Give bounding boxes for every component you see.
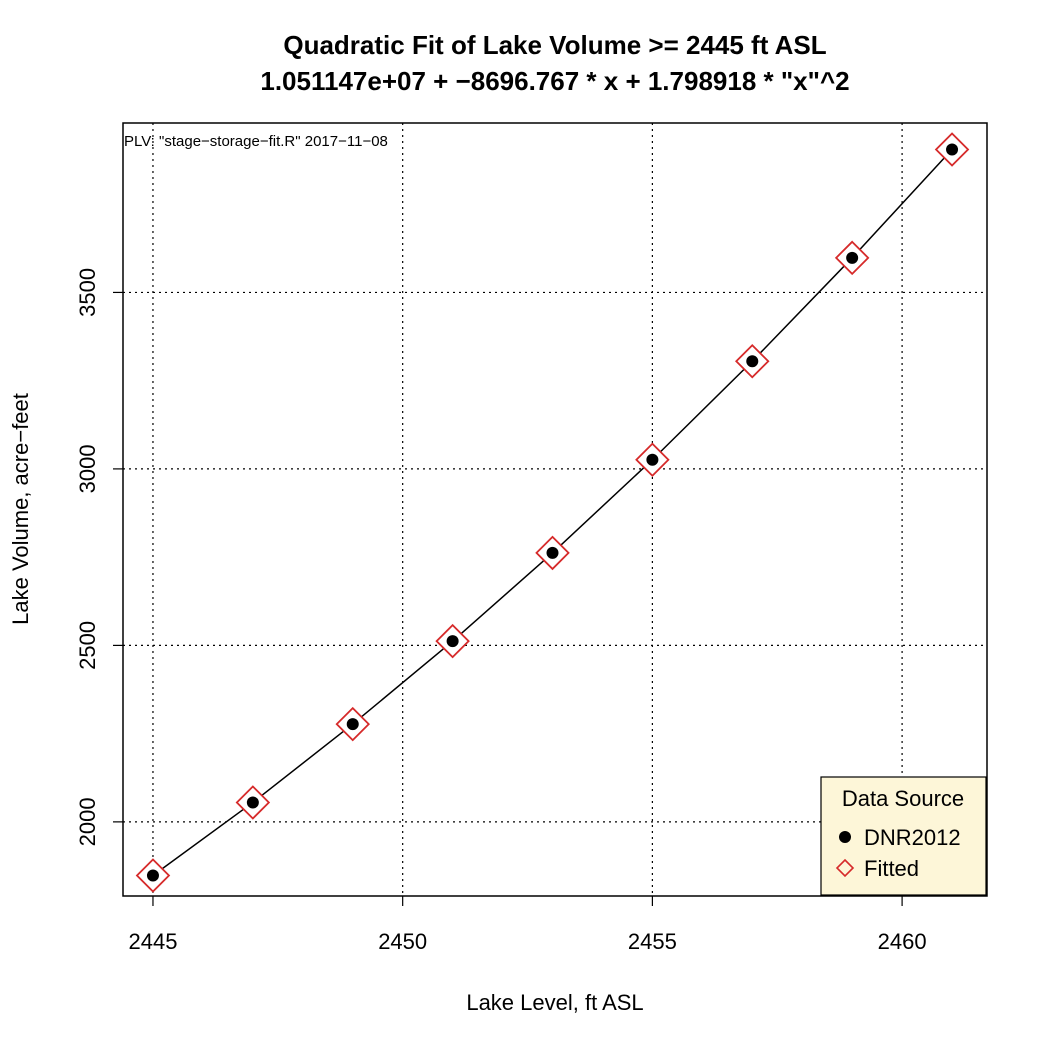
y-tick-label-2000: 2000 bbox=[75, 797, 100, 846]
legend-dnr2012-marker bbox=[839, 831, 851, 843]
x-axis: 2445 2450 2455 2460 bbox=[128, 896, 927, 954]
y-tick-label-2500: 2500 bbox=[75, 621, 100, 670]
plot-frame bbox=[122, 122, 988, 897]
x-tick-label-2445: 2445 bbox=[128, 929, 177, 954]
dnr2012-point bbox=[746, 355, 759, 368]
x-tick-label-2460: 2460 bbox=[878, 929, 927, 954]
y-tick-label-3500: 3500 bbox=[75, 268, 100, 317]
dnr2012-point bbox=[146, 869, 159, 882]
y-tick-label-3000: 3000 bbox=[75, 444, 100, 493]
y-axis: 2000 2500 3000 3500 bbox=[75, 268, 123, 846]
x-tick-label-2455: 2455 bbox=[628, 929, 677, 954]
dnr2012-point bbox=[446, 635, 459, 648]
legend-fitted-marker bbox=[835, 858, 855, 878]
legend-dnr2012-label: DNR2012 bbox=[864, 825, 961, 850]
chart-subtitle: 1.051147e+07 + −8696.767 * x + 1.798918 … bbox=[260, 66, 849, 96]
chart-title: Quadratic Fit of Lake Volume >= 2445 ft … bbox=[283, 30, 826, 60]
x-axis-label: Lake Level, ft ASL bbox=[466, 990, 643, 1015]
dnr2012-point bbox=[846, 251, 859, 264]
legend-title: Data Source bbox=[842, 786, 964, 811]
legend-fitted-label: Fitted bbox=[864, 856, 919, 881]
source-annotation: PLV: "stage−storage−fit.R" 2017−11−08 bbox=[124, 133, 388, 150]
dnr2012-point bbox=[546, 546, 559, 559]
dnr2012-point bbox=[646, 453, 659, 466]
dnr2012-point bbox=[946, 143, 959, 156]
dnr2012-point bbox=[246, 796, 259, 809]
data-points bbox=[135, 132, 970, 893]
x-tick-label-2450: 2450 bbox=[378, 929, 427, 954]
legend: Data Source DNR2012 Fitted bbox=[820, 776, 987, 896]
dnr2012-point bbox=[346, 718, 359, 731]
y-axis-label: Lake Volume, acre−feet bbox=[8, 393, 33, 625]
